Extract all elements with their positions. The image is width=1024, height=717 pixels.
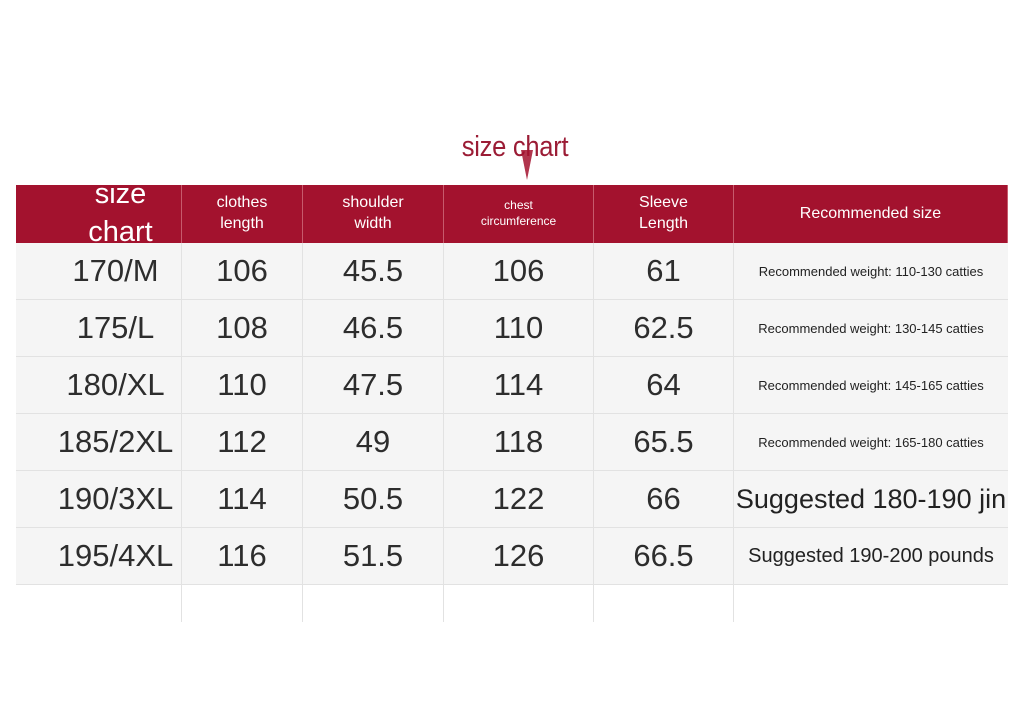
- cell-length: 106: [182, 243, 303, 300]
- cell-chest: 114: [444, 357, 594, 414]
- cell-recommendation: Recommended weight: 110-130 catties: [734, 243, 1008, 300]
- cell-recommendation: Recommended weight: 165-180 catties: [734, 414, 1008, 471]
- cell-length: 114: [182, 471, 303, 528]
- cell-shoulder: 45.5: [303, 243, 444, 300]
- cell-shoulder: 46.5: [303, 300, 444, 357]
- cell-shoulder: 51.5: [303, 528, 444, 585]
- cell-recommendation: Suggested 180-190 jin: [734, 471, 1008, 528]
- cell-chest: 106: [444, 243, 594, 300]
- header-sleeve-length: Sleeve Length: [594, 185, 734, 243]
- cell-chest: 122: [444, 471, 594, 528]
- header-shoulder-width: shoulder width: [303, 185, 444, 243]
- cell-sleeve: 61: [594, 243, 734, 300]
- blank-cell: [444, 585, 594, 622]
- cell-shoulder: 50.5: [303, 471, 444, 528]
- cell-recommendation: Suggested 190-200 pounds: [734, 528, 1008, 585]
- cell-recommendation: Recommended weight: 145-165 catties: [734, 357, 1008, 414]
- blank-cell: [734, 585, 1008, 622]
- cell-sleeve: 66: [594, 471, 734, 528]
- cell-size: 190/3XL: [16, 471, 182, 528]
- cell-sleeve: 65.5: [594, 414, 734, 471]
- cell-length: 112: [182, 414, 303, 471]
- cell-shoulder: 49: [303, 414, 444, 471]
- blank-cell: [303, 585, 444, 622]
- header-clothes-length: clothes length: [182, 185, 303, 243]
- size-table: size chart clothes length shoulder width…: [16, 178, 1008, 622]
- page-title: size chart: [461, 131, 569, 163]
- cell-size: 195/4XL: [16, 528, 182, 585]
- cell-chest: 118: [444, 414, 594, 471]
- cell-size: 175/L: [16, 300, 182, 357]
- cell-recommendation: Recommended weight: 130-145 catties: [734, 300, 1008, 357]
- blank-cell: [182, 585, 303, 622]
- cell-shoulder: 47.5: [303, 357, 444, 414]
- blank-cell: [16, 585, 182, 622]
- cell-chest: 126: [444, 528, 594, 585]
- pointer-marker: [521, 150, 533, 180]
- header-chest-circumference: chest circumference: [444, 185, 594, 243]
- cell-sleeve: 64: [594, 357, 734, 414]
- cell-length: 110: [182, 357, 303, 414]
- cell-size: 185/2XL: [16, 414, 182, 471]
- blank-cell: [594, 585, 734, 622]
- cell-size: 180/XL: [16, 357, 182, 414]
- header-size-chart: size chart: [16, 178, 182, 248]
- cell-sleeve: 66.5: [594, 528, 734, 585]
- cell-length: 108: [182, 300, 303, 357]
- cell-size: 170/M: [16, 243, 182, 300]
- cell-chest: 110: [444, 300, 594, 357]
- header-recommended-size: Recommended size: [734, 185, 1008, 243]
- cell-length: 116: [182, 528, 303, 585]
- cell-sleeve: 62.5: [594, 300, 734, 357]
